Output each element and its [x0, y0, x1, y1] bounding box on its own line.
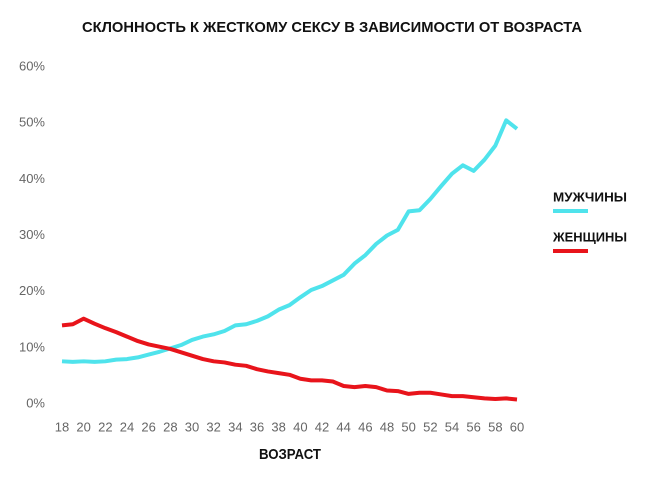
- legend-label: МУЖЧИНЫ: [553, 189, 627, 204]
- y-tick-label: 0%: [26, 395, 45, 410]
- y-tick-label: 60%: [19, 58, 45, 73]
- y-tick-label: 40%: [19, 171, 45, 186]
- legend-label: ЖЕНЩИНЫ: [552, 229, 627, 244]
- x-tick-label: 50: [401, 419, 415, 434]
- x-tick-label: 60: [510, 419, 524, 434]
- x-tick-label: 24: [120, 419, 134, 434]
- x-tick-label: 20: [76, 419, 90, 434]
- y-tick-label: 10%: [19, 339, 45, 354]
- x-tick-label: 44: [336, 419, 350, 434]
- x-tick-label: 28: [163, 419, 177, 434]
- x-tick-label: 56: [466, 419, 480, 434]
- x-tick-label: 42: [315, 419, 329, 434]
- x-tick-label: 48: [380, 419, 394, 434]
- data-line: [61, 118, 519, 364]
- y-tick-label: 50%: [19, 115, 45, 130]
- x-tick-label: 58: [488, 419, 502, 434]
- y-tick-label: 30%: [19, 227, 45, 242]
- x-tick-label: 18: [55, 419, 69, 434]
- x-tick-label: 38: [271, 419, 285, 434]
- x-tick-label: 46: [358, 419, 372, 434]
- y-tick-label: 20%: [19, 283, 45, 298]
- chart-title: СКЛОННОСТЬ К ЖЕСТКОМУ СЕКСУ В ЗАВИСИМОСТ…: [82, 19, 582, 36]
- x-tick-label: 54: [445, 419, 459, 434]
- data-line: [61, 316, 518, 402]
- x-tick-label: 26: [141, 419, 155, 434]
- x-tick-label: 22: [98, 419, 112, 434]
- x-tick-label: 32: [206, 419, 220, 434]
- x-tick-label: 36: [250, 419, 264, 434]
- x-tick-label: 30: [185, 419, 199, 434]
- x-tick-label: 52: [423, 419, 437, 434]
- x-axis-label: ВОЗРАСТ: [259, 446, 321, 463]
- x-tick-label: 40: [293, 419, 307, 434]
- x-tick-label: 34: [228, 419, 242, 434]
